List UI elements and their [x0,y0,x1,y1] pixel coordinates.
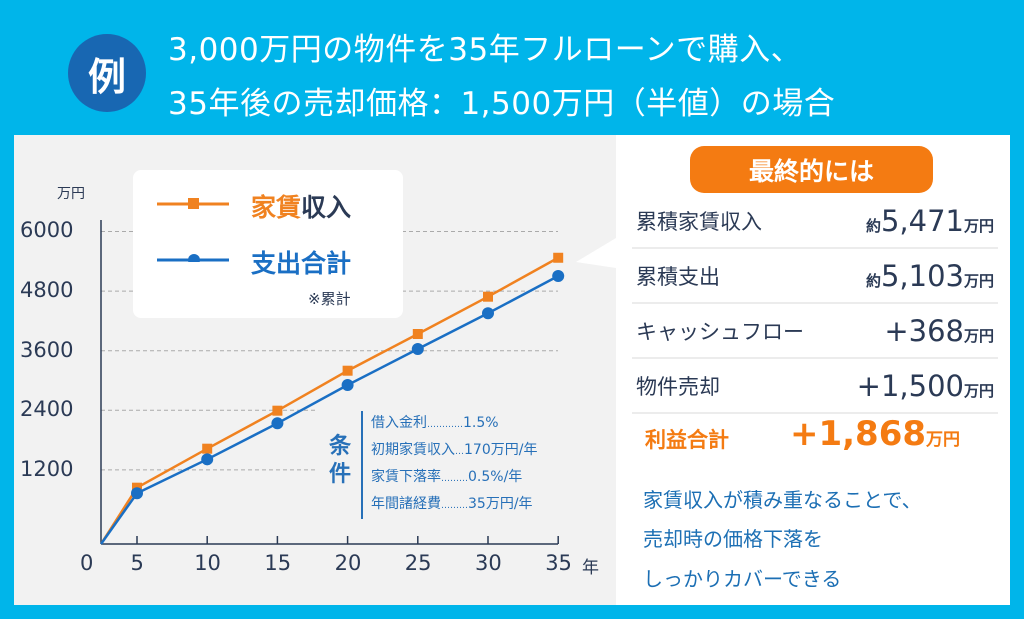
legend: 家賃収入 支出合計 ※累計 [133,170,403,318]
total-label: 利益合計 [645,428,729,452]
y-tick-label: 1200 [20,456,74,481]
legend-note: ※累計 [308,290,351,308]
x-tick-label: 30 [475,551,502,575]
legend-income: 家賃収入 [251,193,352,222]
callout-pointer [576,238,616,268]
row-label: 累積家賃収入 [636,210,762,234]
data-point-expense [552,270,565,283]
row-value: 約5,103万円 [865,259,994,293]
row-value: +1,500万円 [856,369,994,403]
condition-item: 借入金利…………1.5% [371,415,499,431]
legend-expense: 支出合計 [251,249,352,278]
data-point-expense [482,307,494,320]
data-point-income [272,405,283,416]
y-axis-unit: 万円 [57,186,85,202]
total-value: +1,868万円 [790,414,961,454]
condition-item: 初期家賃収入…170万円/年 [371,442,538,458]
data-point-income [342,365,353,376]
row-value: 約5,471万円 [865,204,994,238]
data-point-expense [201,453,214,466]
data-point-expense [411,342,424,355]
conditions-title: 条件 [329,434,352,487]
message-line-2: 売却時の価格下落を [643,527,823,551]
legend-square-marker [188,198,199,209]
message-line-3: しっかりカバーできる [643,567,842,591]
title-line-1: 3,000万円の物件を35年フルローンで購入、 [168,32,803,68]
row-value: +368万円 [884,314,994,348]
x-tick-label: 35 [545,551,572,575]
row-label: 物件売却 [636,375,720,399]
summary-panel [616,135,1010,605]
data-point-expense [271,417,284,430]
data-point-income [412,328,423,339]
title-line-2: 35年後の売却価格：1,500万円（半値）の場合 [168,86,836,122]
final-badge: 最終的には [690,146,933,193]
legend-circle-marker [188,254,200,262]
conditions-divider [361,411,363,519]
x-tick-label: 10 [194,551,221,575]
y-tick-label: 3600 [20,337,74,362]
x-tick-label: 5 [130,551,144,575]
y-tick-label: 2400 [20,397,74,422]
data-point-income [553,252,564,263]
data-point-expense [131,487,143,500]
x-tick-label: 20 [334,551,362,575]
message-line-1: 家賃収入が積み重なることで、 [643,488,922,512]
data-point-income [483,291,493,302]
x-axis-unit: 年 [582,558,599,578]
row-label: 累積支出 [636,265,720,289]
x-tick-label: 25 [404,551,432,575]
row-label: キャッシュフロー [636,320,804,344]
x-tick-label: 15 [264,551,292,575]
x-tick-label: 0 [80,551,94,575]
summary-row: キャッシュフロー +368万円 [632,305,998,359]
condition-item: 家賃下落率………0.5%/年 [371,469,523,485]
series-line-income [99,256,559,545]
data-point-expense [341,379,354,392]
series-line-expense [99,274,559,545]
summary-row: 物件売却 +1,500万円 [632,360,998,414]
y-tick-label: 4800 [20,278,74,303]
example-badge: 例 [68,34,146,112]
y-tick-label: 6000 [20,218,74,243]
summary-row: 累積支出 約5,103万円 [632,250,998,304]
data-point-income [202,443,213,454]
condition-item: 年間諸経費………35万円/年 [371,496,533,512]
summary-row: 累積家賃収入 約5,471万円 [632,195,998,249]
